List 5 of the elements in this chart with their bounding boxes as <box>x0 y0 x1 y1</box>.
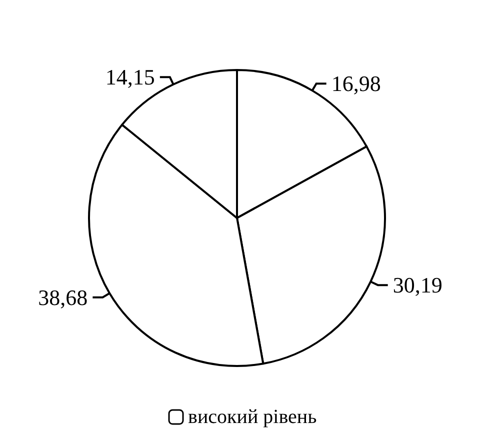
data-label: 30,19 <box>392 272 442 298</box>
data-label: 14,15 <box>105 64 155 90</box>
legend-label: високий рівень <box>188 406 317 428</box>
data-label: 38,68 <box>38 284 88 310</box>
data-label: 16,98 <box>331 71 381 96</box>
